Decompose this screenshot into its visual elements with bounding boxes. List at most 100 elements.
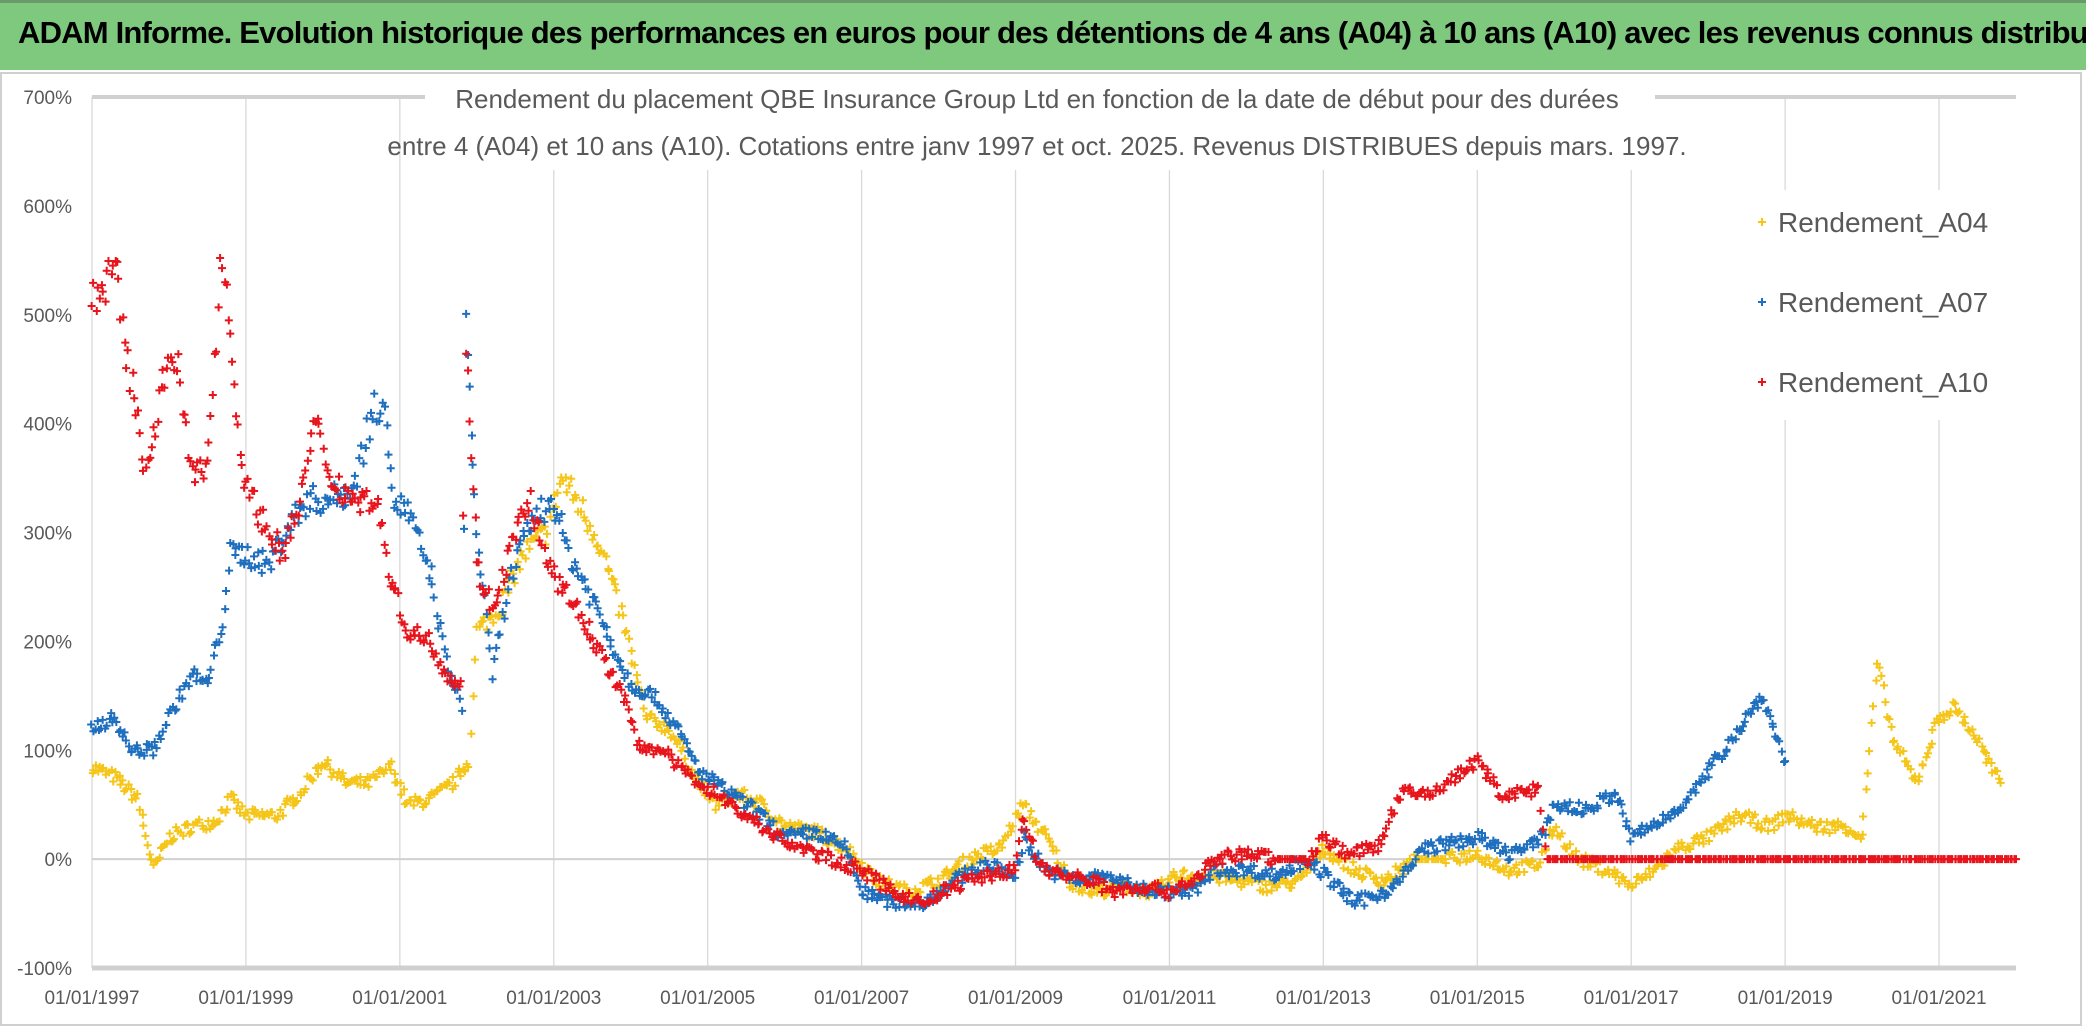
data-point — [324, 500, 333, 509]
data-point — [127, 795, 136, 804]
data-point — [711, 805, 720, 814]
data-point — [1118, 875, 1127, 884]
data-point — [376, 409, 385, 418]
data-point — [186, 457, 195, 466]
data-point — [254, 548, 263, 557]
data-point — [592, 648, 601, 657]
data-point — [1719, 819, 1728, 828]
data-point — [484, 628, 493, 637]
data-point — [111, 767, 120, 776]
data-point — [1003, 866, 1012, 875]
data-point — [265, 558, 274, 567]
data-point — [886, 880, 895, 889]
data-point — [292, 797, 301, 806]
data-point — [93, 717, 102, 726]
data-point — [415, 528, 424, 537]
data-point — [98, 287, 107, 296]
data-point — [1927, 739, 1936, 748]
data-point — [1222, 877, 1230, 886]
data-point — [622, 698, 631, 707]
data-point — [1557, 804, 1566, 813]
data-point — [1661, 815, 1670, 824]
data-point — [1459, 842, 1468, 851]
x-tick-label: 01/01/2011 — [1123, 988, 1217, 1009]
data-point — [424, 629, 433, 638]
data-point — [488, 675, 497, 684]
data-point — [671, 735, 680, 744]
data-point — [868, 894, 877, 903]
data-point — [441, 669, 450, 678]
data-point — [492, 643, 501, 652]
data-point — [1349, 858, 1358, 867]
data-point — [1439, 786, 1448, 795]
x-tick-label: 01/01/1997 — [44, 988, 139, 1009]
data-point — [837, 853, 846, 862]
data-point — [309, 482, 318, 491]
data-point — [534, 518, 543, 527]
legend-marker-icon — [1758, 218, 1766, 226]
data-point — [1408, 861, 1417, 870]
data-point — [969, 859, 978, 868]
data-point — [203, 679, 212, 688]
data-point — [502, 598, 511, 607]
data-point — [1188, 880, 1197, 889]
y-tick-label: 300% — [23, 524, 72, 545]
data-point — [125, 742, 134, 751]
data-point — [1374, 847, 1383, 856]
data-point — [147, 742, 156, 751]
data-point — [445, 778, 454, 787]
data-point — [894, 882, 903, 891]
data-point — [1338, 841, 1347, 850]
data-point — [643, 715, 652, 724]
data-point — [459, 511, 468, 520]
data-point — [589, 644, 598, 653]
data-point — [1405, 783, 1414, 792]
data-point — [475, 622, 484, 631]
data-point — [658, 704, 667, 713]
data-point — [1862, 785, 1871, 794]
data-point — [1737, 726, 1746, 735]
data-point — [1745, 808, 1753, 817]
data-point — [276, 805, 285, 814]
data-point — [146, 453, 155, 462]
legend-marker-icon — [1758, 298, 1766, 306]
data-point — [436, 658, 445, 667]
data-point — [1902, 757, 1911, 766]
data-point — [504, 585, 513, 594]
data-point — [998, 843, 1007, 852]
data-point — [1961, 719, 1970, 728]
data-point — [1192, 881, 1201, 890]
data-point — [413, 623, 422, 632]
data-point — [1176, 873, 1185, 882]
data-point — [1483, 769, 1492, 778]
data-point — [299, 503, 308, 512]
data-point — [1704, 773, 1713, 782]
data-point — [138, 810, 147, 819]
data-point — [933, 896, 942, 905]
data-point — [87, 720, 96, 729]
data-point — [1753, 703, 1762, 712]
data-point — [842, 845, 851, 854]
data-point — [731, 802, 740, 811]
data-point — [1699, 839, 1708, 848]
data-point — [377, 519, 386, 528]
data-point — [987, 876, 996, 885]
data-point — [1546, 825, 1555, 834]
data-point — [621, 691, 630, 700]
data-point — [1618, 809, 1627, 818]
data-point — [667, 750, 676, 759]
data-point — [1536, 858, 1545, 867]
data-point — [109, 777, 118, 786]
data-point — [1533, 781, 1542, 790]
data-point — [1710, 829, 1719, 838]
data-point — [674, 722, 683, 731]
data-point — [451, 781, 460, 790]
data-point — [458, 706, 467, 715]
data-point — [1885, 715, 1894, 724]
data-point — [1404, 784, 1413, 793]
data-point — [273, 528, 282, 537]
data-point — [633, 678, 642, 687]
data-point — [89, 766, 98, 775]
data-point — [193, 669, 202, 678]
data-point — [338, 498, 347, 507]
